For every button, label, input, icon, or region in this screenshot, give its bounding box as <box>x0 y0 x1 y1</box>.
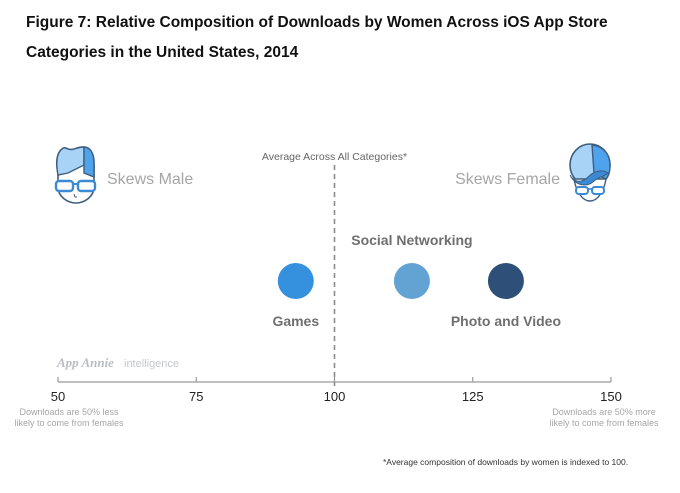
x-tick-label: 50 <box>51 389 65 404</box>
x-tick-label: 125 <box>462 389 484 404</box>
data-label-photo-and-video: Photo and Video <box>451 313 561 329</box>
left-axis-note-line-2: likely to come from females <box>14 418 124 428</box>
chart-title-line-2: Categories in the United States, 2014 <box>26 44 299 61</box>
skews-male-label: Skews Male <box>107 171 193 188</box>
x-axis: 50 75 100 125 150 <box>51 377 622 404</box>
female-avatar-icon <box>569 143 611 202</box>
app-annie-intelligence: intelligence <box>124 358 179 370</box>
data-label-games: Games <box>272 313 319 329</box>
x-tick-label: 75 <box>189 389 203 404</box>
male-avatar-icon <box>54 146 97 204</box>
data-point-games <box>277 263 314 299</box>
data-points: Games Social Networking Photo and Video <box>272 232 561 329</box>
data-point-social-networking <box>393 263 430 299</box>
left-axis-note-line-1: Downloads are 50% less <box>19 407 119 417</box>
chart-title-line-1: Figure 7: Relative Composition of Downlo… <box>26 14 608 31</box>
data-point-photo-and-video <box>487 263 524 299</box>
chart-title: Figure 7: Relative Composition of Downlo… <box>26 8 666 68</box>
data-label-social-networking: Social Networking <box>351 232 472 248</box>
skews-female-label: Skews Female <box>455 171 560 188</box>
x-tick-label: 150 <box>600 389 622 404</box>
right-axis-note-line-2: likely to come from females <box>549 418 659 428</box>
average-line-label: Average Across All Categories* <box>262 151 407 163</box>
app-annie-logo: App Annie <box>56 355 114 370</box>
right-axis-note-line-1: Downloads are 50% more <box>552 407 656 417</box>
x-tick-label: 100 <box>324 389 346 404</box>
app-annie-brand: App Annie <box>56 355 114 370</box>
footnote: *Average composition of downloads by wom… <box>383 457 629 467</box>
